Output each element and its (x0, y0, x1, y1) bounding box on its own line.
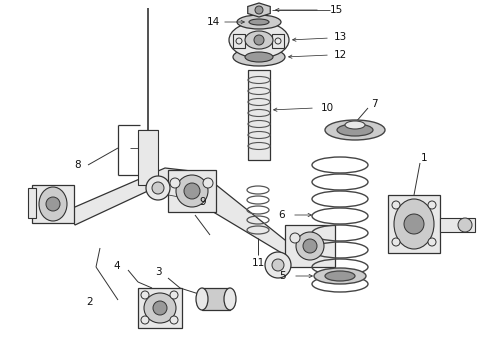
Circle shape (176, 175, 207, 207)
Bar (285, 225, 334, 267)
Text: 12: 12 (333, 50, 346, 60)
Text: 11: 11 (251, 258, 264, 268)
Text: 7: 7 (370, 99, 377, 109)
Text: 15: 15 (329, 5, 342, 15)
Ellipse shape (336, 124, 372, 136)
Circle shape (146, 176, 170, 200)
Circle shape (403, 214, 423, 234)
Circle shape (203, 178, 213, 188)
Text: 3: 3 (154, 267, 161, 277)
Circle shape (170, 178, 180, 188)
Circle shape (391, 201, 399, 209)
Text: 13: 13 (333, 32, 346, 42)
Circle shape (152, 182, 163, 194)
Bar (247, 70, 269, 160)
Polygon shape (68, 168, 294, 258)
Circle shape (253, 35, 264, 45)
Circle shape (46, 197, 60, 211)
Polygon shape (247, 3, 270, 17)
Bar (28, 188, 36, 218)
Circle shape (141, 316, 149, 324)
Ellipse shape (39, 187, 67, 221)
Circle shape (457, 218, 471, 232)
Circle shape (254, 6, 263, 14)
Text: 5: 5 (279, 271, 286, 281)
Circle shape (391, 238, 399, 246)
Ellipse shape (237, 15, 281, 29)
Ellipse shape (244, 31, 272, 49)
Circle shape (427, 238, 435, 246)
Ellipse shape (228, 22, 288, 58)
Ellipse shape (393, 199, 433, 249)
Circle shape (170, 291, 178, 299)
Ellipse shape (244, 52, 272, 62)
Text: 14: 14 (206, 17, 219, 27)
Text: 4: 4 (113, 261, 120, 271)
Text: 6: 6 (278, 210, 285, 220)
Bar (387, 195, 439, 253)
Ellipse shape (232, 48, 285, 66)
Bar (202, 288, 229, 310)
Ellipse shape (325, 271, 354, 281)
Circle shape (153, 301, 167, 315)
Ellipse shape (196, 288, 207, 310)
Circle shape (183, 183, 200, 199)
Ellipse shape (143, 293, 176, 323)
Ellipse shape (313, 268, 365, 284)
Bar (232, 34, 244, 48)
Bar (271, 34, 284, 48)
Ellipse shape (325, 120, 384, 140)
Text: 10: 10 (320, 103, 333, 113)
Ellipse shape (345, 121, 364, 129)
Bar (439, 218, 474, 232)
Circle shape (264, 252, 290, 278)
Text: 9: 9 (199, 197, 206, 207)
Bar (138, 288, 182, 328)
Circle shape (427, 201, 435, 209)
Circle shape (170, 316, 178, 324)
Circle shape (141, 291, 149, 299)
Bar (168, 170, 216, 212)
Bar (138, 130, 158, 185)
Ellipse shape (224, 288, 236, 310)
Circle shape (271, 259, 284, 271)
Text: 1: 1 (420, 153, 427, 163)
Circle shape (303, 239, 316, 253)
Circle shape (295, 232, 324, 260)
Bar (32, 185, 74, 223)
Text: 8: 8 (75, 160, 81, 170)
Circle shape (289, 233, 299, 243)
Text: 2: 2 (86, 297, 93, 307)
Ellipse shape (248, 19, 268, 25)
